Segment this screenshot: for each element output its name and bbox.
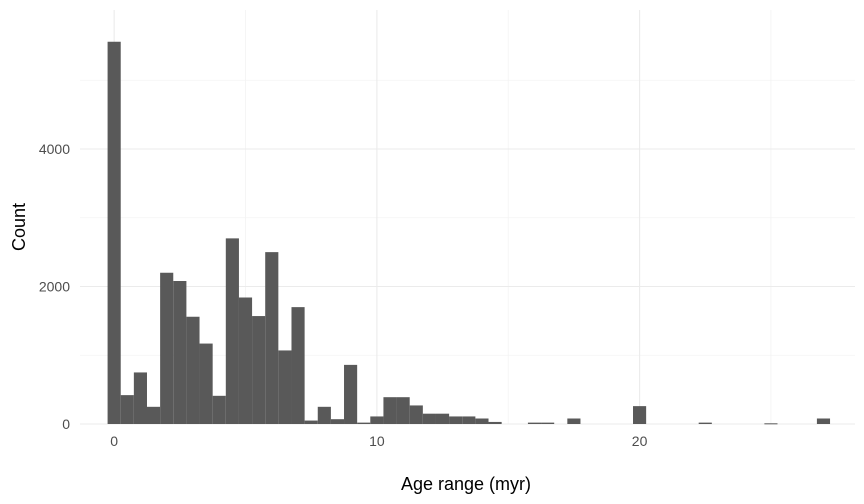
histogram-bar bbox=[449, 416, 463, 424]
histogram-bar bbox=[252, 316, 266, 424]
histogram-bar bbox=[120, 395, 134, 424]
histogram-bar bbox=[633, 406, 647, 424]
histogram-bar bbox=[344, 364, 358, 424]
histogram-bar bbox=[212, 395, 226, 424]
histogram-bar bbox=[317, 406, 331, 424]
histogram-bar bbox=[370, 416, 384, 424]
histogram-bar bbox=[186, 316, 200, 424]
histogram-bar bbox=[199, 343, 213, 424]
y-tick-label: 4000 bbox=[39, 141, 70, 157]
histogram-bar bbox=[173, 281, 187, 424]
x-tick-label: 10 bbox=[369, 433, 385, 449]
histogram-bar bbox=[146, 406, 161, 424]
x-tick-labels: 0 10 20 bbox=[110, 433, 647, 449]
histogram-bar bbox=[133, 372, 147, 424]
x-axis-title: Age range (myr) bbox=[401, 474, 531, 494]
histogram-bar bbox=[422, 413, 436, 424]
histogram-bar bbox=[698, 422, 712, 424]
histogram-bar bbox=[527, 422, 542, 424]
histogram-bar bbox=[435, 413, 450, 424]
histogram-bar bbox=[278, 350, 292, 424]
histogram-bar bbox=[488, 421, 502, 424]
histogram-bar bbox=[764, 423, 778, 425]
histogram-bar bbox=[541, 422, 555, 424]
histogram-bar bbox=[265, 252, 279, 424]
histogram-bar bbox=[409, 405, 423, 424]
y-tick-label: 0 bbox=[62, 416, 70, 432]
x-tick-label: 0 bbox=[110, 433, 118, 449]
histogram-bar bbox=[304, 420, 318, 424]
histogram-bar bbox=[357, 422, 371, 424]
histogram-bar bbox=[475, 418, 489, 424]
histogram-bar bbox=[291, 307, 305, 424]
histogram-bar bbox=[107, 41, 121, 424]
histogram-bar bbox=[160, 272, 174, 424]
histogram-bar bbox=[330, 419, 345, 424]
x-tick-label: 20 bbox=[632, 433, 648, 449]
histogram-bar bbox=[462, 416, 476, 424]
y-axis-title: Count bbox=[9, 203, 29, 251]
histogram-bar bbox=[396, 397, 410, 424]
y-tick-labels: 0 2000 4000 bbox=[39, 141, 70, 432]
histogram-bar bbox=[383, 397, 397, 424]
y-tick-label: 2000 bbox=[39, 279, 70, 295]
histogram-bar bbox=[816, 418, 831, 424]
histogram-bar bbox=[225, 238, 239, 424]
histogram-bar bbox=[238, 297, 253, 424]
histogram-bar bbox=[567, 418, 581, 424]
histogram-bars bbox=[107, 41, 831, 425]
